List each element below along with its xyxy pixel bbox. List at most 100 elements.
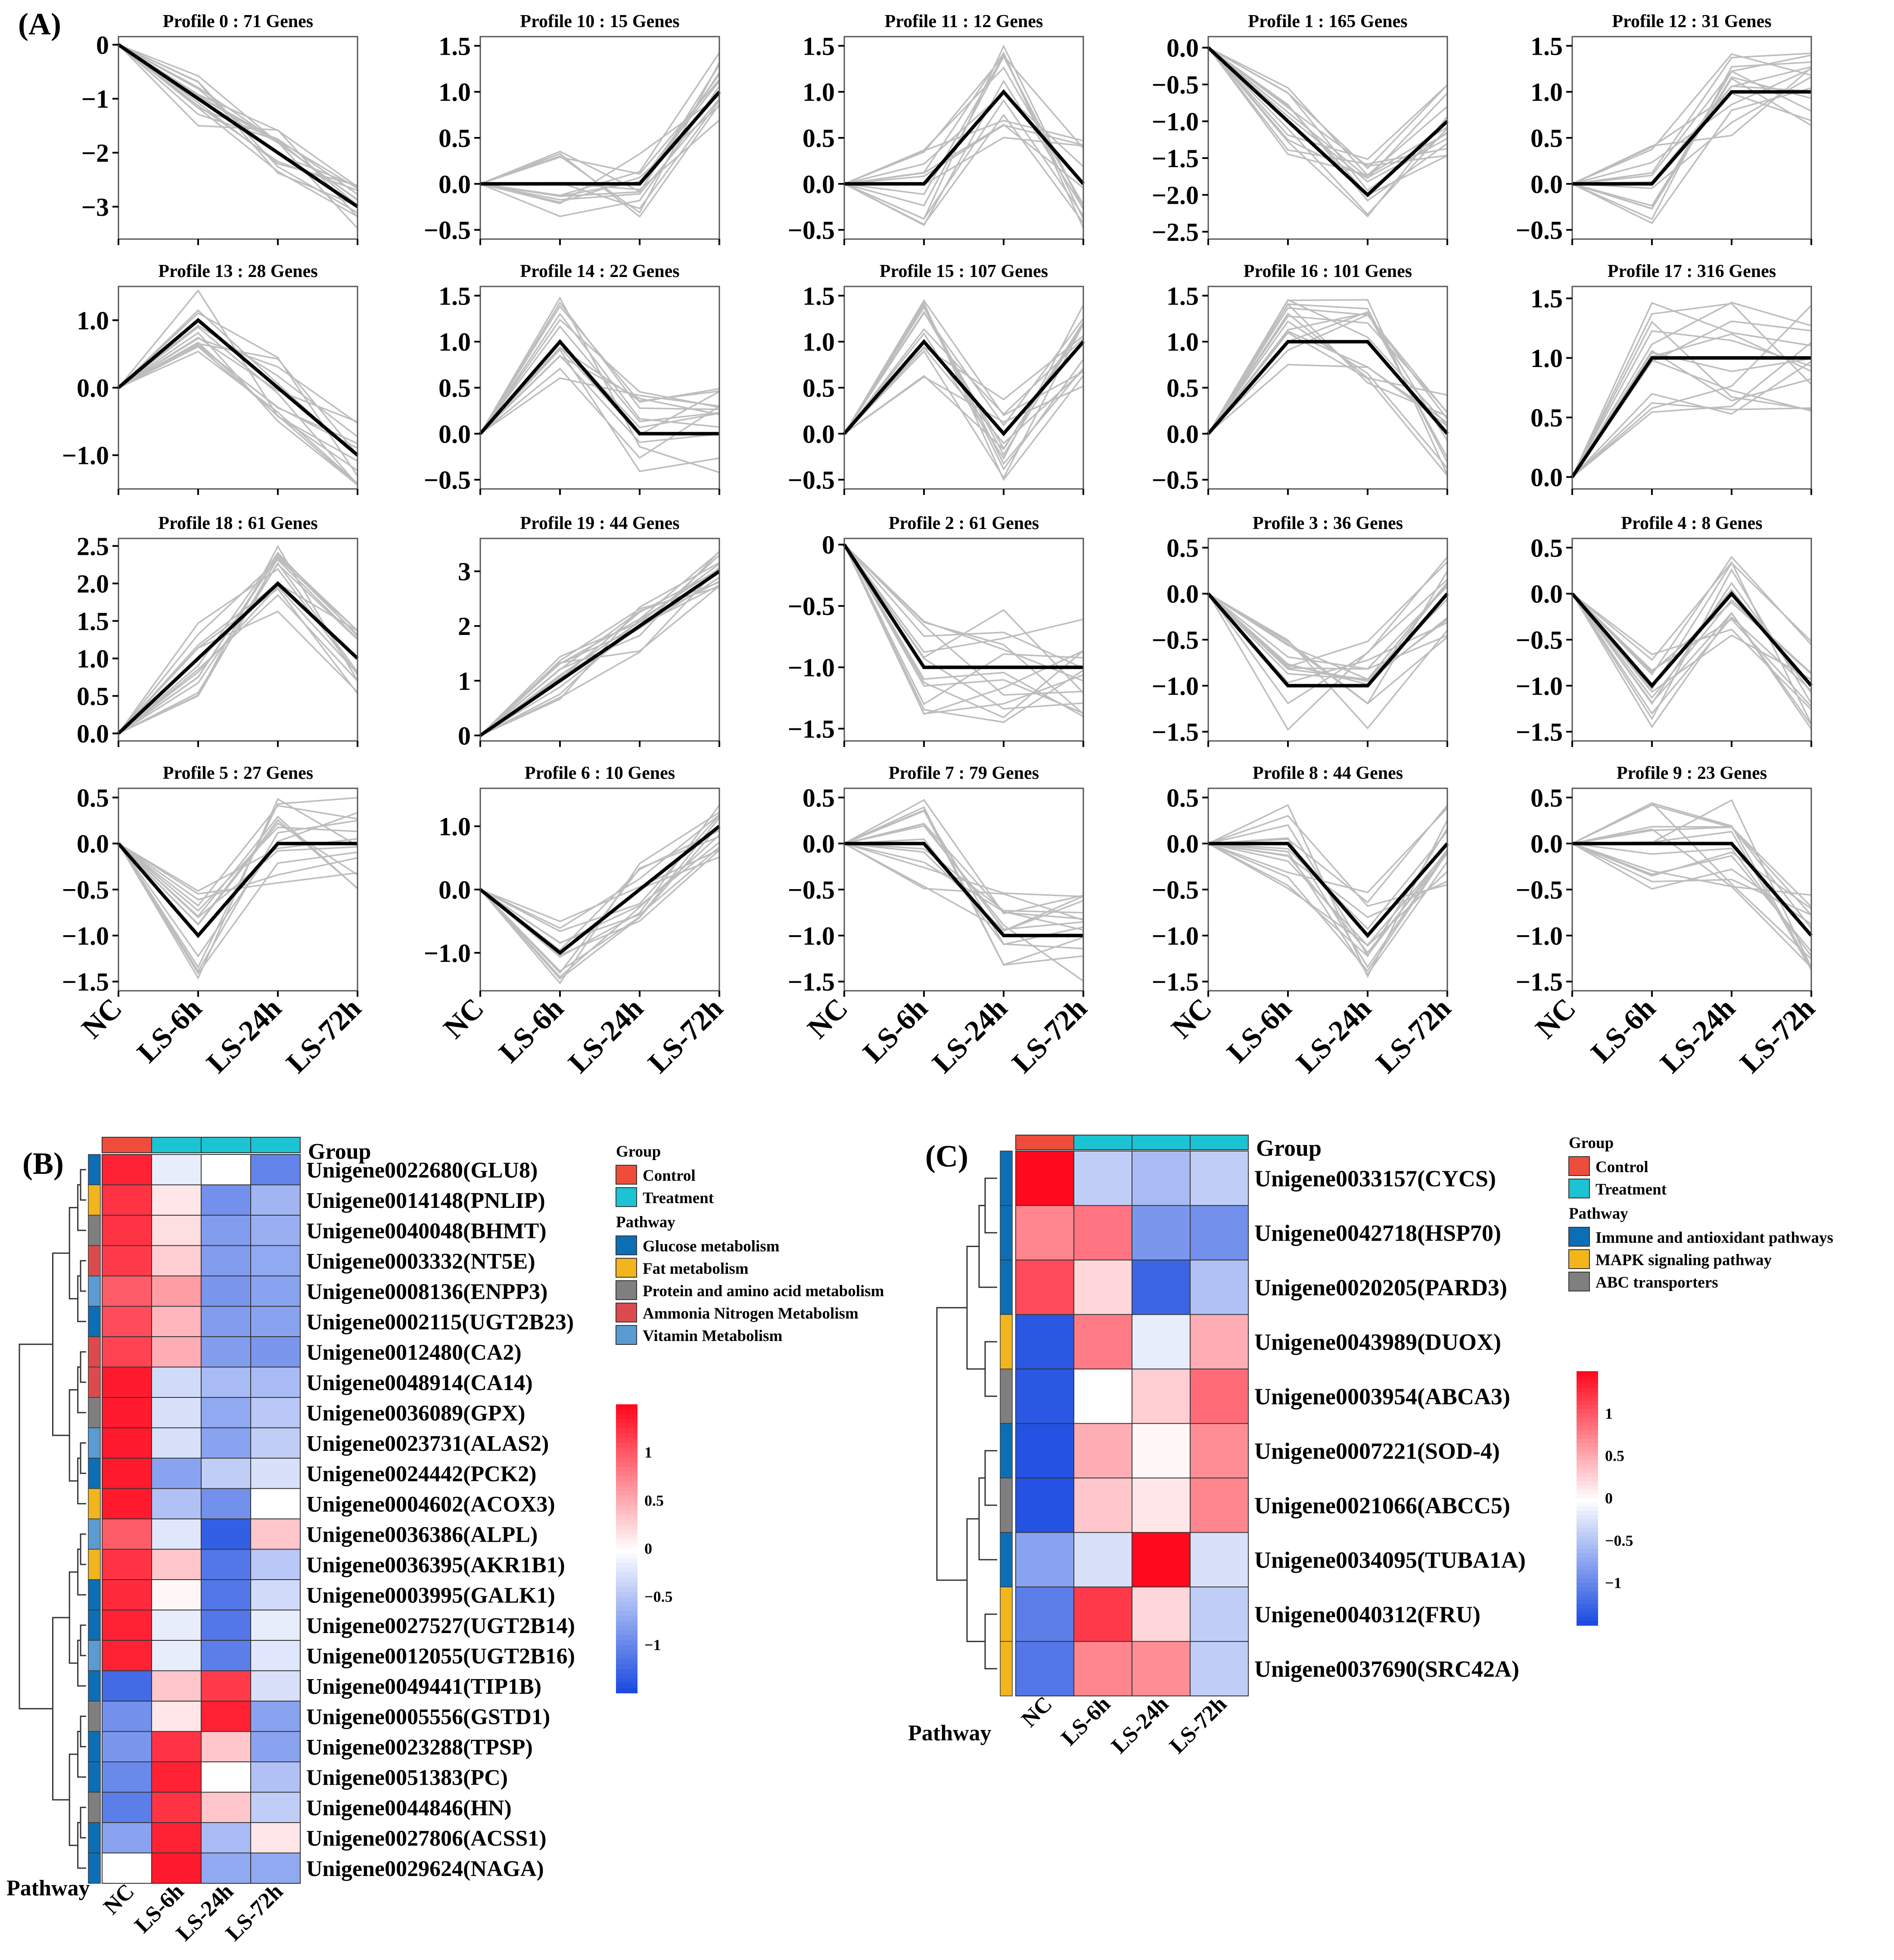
colorbar-segment — [616, 1534, 638, 1540]
gene-line — [118, 843, 358, 919]
pathway-bar-cell — [88, 1549, 101, 1580]
heatmap-cell — [201, 1154, 251, 1185]
y-tick-label: 0.0 — [1166, 830, 1199, 858]
y-tick-label: 2.5 — [77, 532, 109, 560]
colorbar-segment — [616, 1558, 638, 1564]
heatmap-cell — [151, 1184, 202, 1216]
plot-frame — [1571, 286, 1812, 490]
heatmap-cell — [1190, 1369, 1249, 1424]
plot-frame — [843, 538, 1084, 742]
heatmap-cell — [1190, 1641, 1249, 1696]
colorbar-segment — [1577, 1570, 1598, 1575]
colorbar-segment — [616, 1481, 638, 1487]
pathway-bar-cell — [1000, 1205, 1013, 1260]
pathway-bar-cell — [88, 1609, 101, 1641]
colorbar-segment — [1577, 1621, 1598, 1626]
gene-line — [844, 825, 1084, 982]
heatmap-cell — [102, 1761, 152, 1793]
gene-label: Unigene0049441(TIP1B) — [306, 1674, 541, 1699]
colorbar-segment — [1577, 1502, 1598, 1507]
heatmap-cell — [201, 1822, 251, 1854]
y-tick-label: −3 — [81, 193, 109, 221]
gene-line — [1208, 47, 1448, 192]
heatmap-cell — [201, 1731, 251, 1762]
legend-pathway-label: Vitamin Metabolism — [643, 1327, 783, 1345]
y-tick-label: −0.5 — [1516, 876, 1563, 904]
legend-pathway-swatch — [1568, 1249, 1590, 1269]
gene-line — [118, 843, 358, 975]
y-tick-label: 1.0 — [1530, 344, 1563, 373]
gene-line — [1208, 843, 1448, 947]
gene-line — [118, 551, 358, 734]
colorbar-segment — [616, 1505, 638, 1511]
heatmap-cell — [1015, 1532, 1074, 1587]
gene-line — [479, 296, 720, 473]
profile-line — [117, 842, 358, 938]
colorbar-segment — [1577, 1443, 1598, 1448]
profile-title: Profile 17 : 316 Genes — [1608, 261, 1776, 281]
colorbar-segment — [616, 1630, 638, 1636]
heatmap-cell — [1015, 1314, 1074, 1369]
gene-line — [1208, 843, 1448, 972]
heatmap-cell — [102, 1154, 152, 1185]
heatmap-cell — [102, 1427, 152, 1459]
colorbar-segment — [616, 1433, 638, 1439]
colorbar-segment — [616, 1457, 638, 1462]
heatmap-cell — [250, 1852, 301, 1884]
profile-title: Profile 7 : 79 Genes — [889, 763, 1039, 783]
colorbar-segment — [1577, 1405, 1598, 1410]
gene-line — [480, 86, 720, 218]
gene-line — [118, 582, 358, 734]
heatmap-cell — [250, 1701, 301, 1732]
profile-line — [479, 569, 721, 737]
heatmap-cell — [250, 1609, 301, 1641]
profile-line — [1571, 356, 1811, 478]
heatmap-cell — [151, 1488, 202, 1519]
gene-line — [844, 843, 1084, 914]
legend-pathway-label: Immune and antioxidant pathways — [1595, 1229, 1833, 1247]
profile-title: Profile 16 : 101 Genes — [1244, 261, 1412, 281]
profile-line — [1207, 46, 1449, 197]
pathway-axis-label: Pathway — [6, 1876, 90, 1901]
panel-label-c: (C) — [925, 1139, 968, 1173]
gene-label: Unigene0034095(TUBA1A) — [1254, 1547, 1526, 1573]
heatmap-cell — [1132, 1641, 1191, 1696]
profile-line — [1571, 591, 1813, 688]
y-tick-label: 0.0 — [439, 170, 471, 199]
gene-line — [480, 566, 720, 736]
gene-label: Unigene0014148(PNLIP) — [306, 1188, 545, 1213]
profile-plot: Profile 2 : 61 Genes 0 −0.5 −1.0 −1.5 — [788, 513, 1084, 747]
heatmap-cell — [1190, 1205, 1249, 1260]
colorbar-tick-label: 0.5 — [1605, 1447, 1624, 1465]
gene-line — [1571, 330, 1812, 478]
colorbar-tick-label: 1 — [1605, 1405, 1613, 1422]
legend-group-title: Group — [616, 1143, 661, 1160]
pathway-bar-cell — [88, 1276, 101, 1307]
profile-line — [1572, 90, 1811, 186]
y-tick-label: 0.5 — [439, 124, 471, 152]
heatmap-cell — [102, 1792, 152, 1823]
colorbar-segment — [616, 1543, 638, 1549]
heatmap-cell — [102, 1670, 152, 1702]
profile-plot: Profile 12 : 31 Genes 1.5 1.0 0.5 0.0 −0.5 — [1516, 12, 1812, 245]
gene-line — [118, 44, 358, 201]
y-tick-label: 1.5 — [1530, 285, 1563, 313]
legend-group-swatch — [1568, 1156, 1590, 1176]
heatmap-cell — [201, 1427, 251, 1459]
gene-line — [843, 328, 1084, 434]
gene-label: Unigene0004602(ACOX3) — [306, 1492, 555, 1517]
y-tick-label: −0.5 — [424, 466, 471, 495]
gene-label: Unigene0021066(ABCC5) — [1254, 1493, 1510, 1518]
colorbar-segment — [616, 1409, 638, 1415]
colorbar-segment — [616, 1467, 638, 1472]
heatmap-cell — [1132, 1587, 1191, 1642]
gene-line — [1571, 361, 1812, 478]
colorbar-segment — [616, 1553, 638, 1559]
y-tick-label: −0.5 — [788, 592, 835, 621]
heatmap-cell — [1073, 1641, 1132, 1696]
y-tick-label: −0.5 — [1152, 466, 1199, 495]
y-tick-label: 0.0 — [1166, 580, 1199, 608]
heatmap-cell — [1190, 1532, 1249, 1587]
y-tick-label: −1.5 — [1152, 144, 1199, 173]
